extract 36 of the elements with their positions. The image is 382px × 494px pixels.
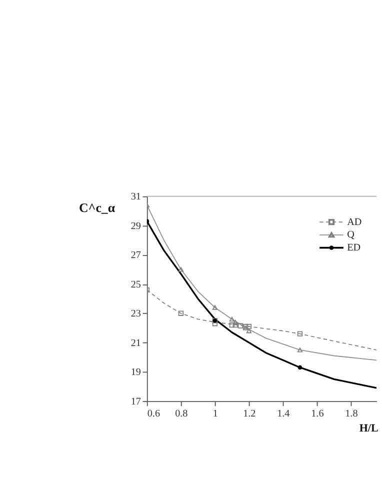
point: [246, 324, 252, 330]
x-tick-label: 1.8: [345, 408, 358, 420]
y-tick-label: 21: [130, 338, 141, 349]
y-axis-title: C^c_α: [78, 200, 116, 215]
point: [229, 316, 235, 322]
point: [297, 331, 303, 336]
x-tick-label: 0.8: [175, 408, 188, 420]
point: [238, 323, 244, 328]
point: [178, 267, 184, 272]
point: [229, 322, 235, 328]
y-tick-label: 25: [130, 279, 141, 290]
point: [298, 365, 302, 370]
point: [242, 324, 248, 330]
point: [212, 305, 218, 310]
y-tick-label: 19: [130, 367, 141, 378]
x-tick-label: 1.4: [277, 408, 290, 420]
x-tick-label: 0.6: [147, 408, 160, 420]
point: [212, 320, 218, 326]
legend-label: ED: [347, 242, 361, 254]
y-tick-label: 27: [130, 250, 141, 262]
x-tick-label: 1: [212, 408, 218, 420]
point: [246, 328, 252, 334]
y-tick-label: 31: [130, 192, 141, 203]
x-tick-label: 1.6: [311, 408, 324, 420]
y-tick-label: 23: [130, 308, 141, 320]
y-tick-label: 17: [130, 396, 141, 408]
point: [297, 348, 303, 352]
point: [178, 310, 184, 316]
x-axis-title: H/L: [359, 422, 378, 434]
point: [242, 326, 248, 330]
legend-label: AD: [347, 216, 362, 228]
legend-label: Q: [347, 230, 356, 241]
point: [232, 322, 238, 328]
x-tick-label: 1.2: [243, 408, 256, 420]
y-tick-label: 29: [130, 220, 141, 232]
line-series: [146, 220, 376, 389]
